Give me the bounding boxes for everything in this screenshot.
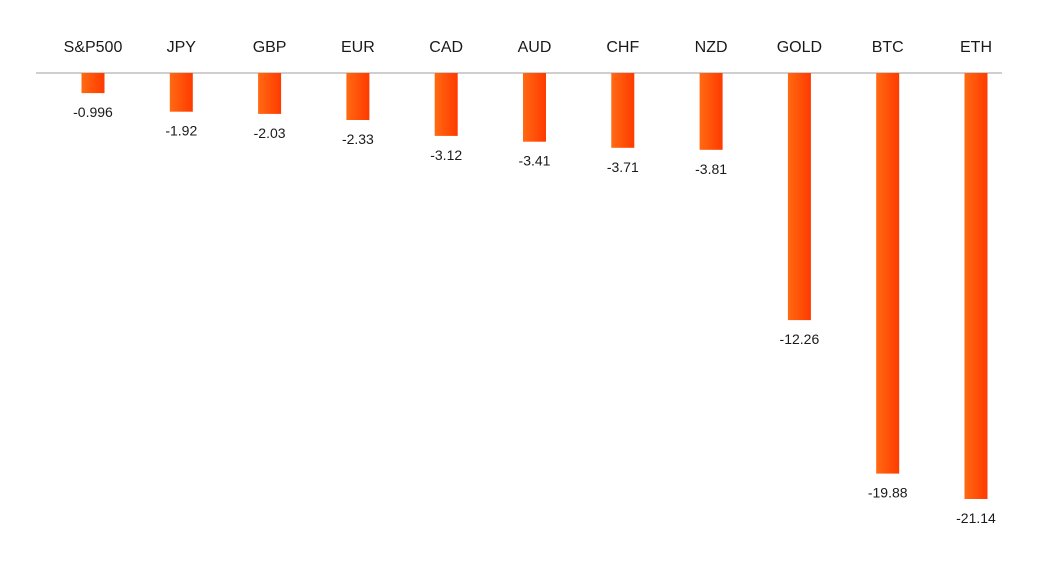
category-label: GBP xyxy=(253,39,287,56)
data-label: -3.81 xyxy=(695,161,727,177)
category-label: CHF xyxy=(606,39,639,56)
category-label: GOLD xyxy=(777,39,822,56)
bar-eth xyxy=(964,73,988,499)
category-label: ETH xyxy=(960,39,992,56)
bar-chf xyxy=(611,73,635,148)
data-label: -3.12 xyxy=(430,147,462,163)
category-labels: S&P500 JPY GBP EUR CAD AUD CHF NZD GOLD BTC ETH xyxy=(64,39,992,56)
category-label: JPY xyxy=(167,39,197,56)
category-label: BTC xyxy=(872,39,904,56)
bars-layer xyxy=(81,73,988,499)
data-label: -3.71 xyxy=(607,159,639,175)
bar-sp500 xyxy=(81,73,105,94)
bar-gold xyxy=(787,73,811,321)
data-label: -2.33 xyxy=(342,131,374,147)
category-label: S&P500 xyxy=(64,39,123,56)
data-label: -0.996 xyxy=(73,104,113,120)
bar-eur xyxy=(346,73,370,120)
bar-btc xyxy=(876,73,900,474)
category-label: EUR xyxy=(341,39,375,56)
data-label: -21.14 xyxy=(956,510,996,526)
bar-nzd xyxy=(699,73,723,150)
bar-gbp xyxy=(258,73,282,114)
bar-jpy xyxy=(169,73,193,112)
category-label: NZD xyxy=(695,39,728,56)
data-label: -1.92 xyxy=(165,123,197,139)
data-label: -19.88 xyxy=(868,485,908,501)
bar-aud xyxy=(523,73,546,142)
category-label: AUD xyxy=(518,39,552,56)
data-label: -2.03 xyxy=(254,125,286,141)
bar-cad xyxy=(434,73,458,136)
data-label: -3.41 xyxy=(519,153,551,169)
data-label: -12.26 xyxy=(780,331,820,347)
value-labels: -0.996 -1.92 -2.03 -2.33 -3.12 -3.41 -3.71 -3.8… xyxy=(73,104,996,526)
category-label: CAD xyxy=(429,39,463,56)
